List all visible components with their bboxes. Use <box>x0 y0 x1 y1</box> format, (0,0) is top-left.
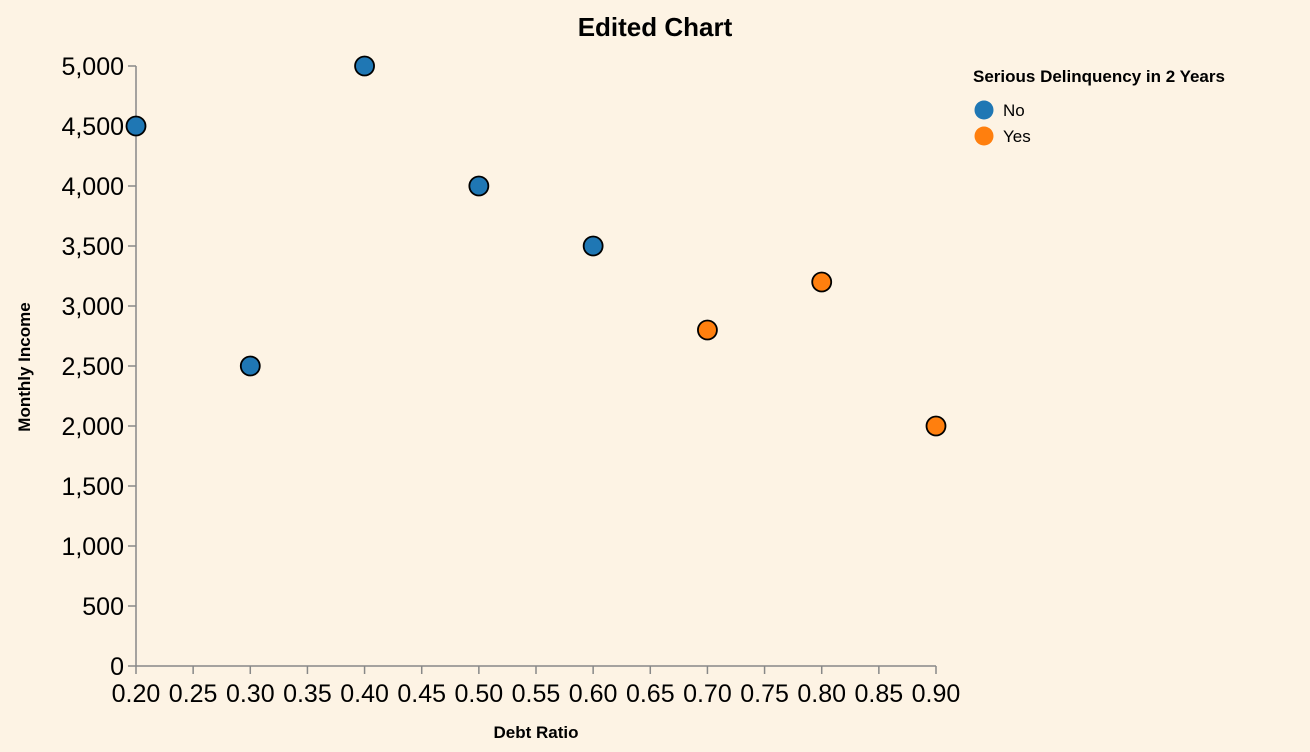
y-tick-label: 4,000 <box>61 173 124 201</box>
x-tick-label: 0.85 <box>855 680 904 708</box>
y-tick-label: 0 <box>110 653 124 681</box>
x-tick-label: 0.60 <box>569 680 618 708</box>
data-point-no-4 <box>582 235 604 257</box>
x-tick-label: 0.70 <box>683 680 732 708</box>
y-tick-label: 2,000 <box>61 413 124 441</box>
legend-symbol-yes <box>974 126 994 146</box>
y-tick-label: 3,000 <box>61 293 124 321</box>
y-axis-title: Monthly Income <box>15 302 34 431</box>
y-tick-label: 1,500 <box>61 473 124 501</box>
x-tick-label: 0.40 <box>340 680 389 708</box>
x-axis-title: Debt Ratio <box>494 723 579 742</box>
x-tick-label: 0.30 <box>226 680 275 708</box>
legend-title: Serious Delinquency in 2 Years <box>973 67 1225 86</box>
x-tick-label: 0.25 <box>169 680 218 708</box>
points-layer <box>125 55 947 437</box>
data-point-no-1 <box>239 355 261 377</box>
x-tick-label: 0.35 <box>283 680 332 708</box>
data-point-yes-0 <box>697 319 718 341</box>
x-tick-label: 0.90 <box>912 680 961 708</box>
x-tick-label: 0.20 <box>112 680 161 708</box>
x-tick-label: 0.45 <box>397 680 446 708</box>
legend: Serious Delinquency in 2 Years No Yes <box>973 67 1225 146</box>
data-point-yes-1 <box>811 271 833 293</box>
x-axis: 0.20 0.25 0.30 0.35 0.40 0.45 0.50 0.55 0.60 0.65… <box>112 665 961 708</box>
y-tick-label: 4,500 <box>61 113 124 141</box>
x-tick-label: 0.80 <box>797 680 846 708</box>
y-tick-label: 5,000 <box>61 53 124 81</box>
chart-title: Edited Chart <box>578 12 733 42</box>
x-tick-label: 0.75 <box>740 680 789 708</box>
x-tick-label: 0.50 <box>455 680 504 708</box>
legend-label-yes: Yes <box>1003 127 1031 146</box>
data-point-yes-2 <box>925 415 947 437</box>
data-point-no-3 <box>468 175 490 197</box>
y-tick-label: 3,500 <box>61 233 124 261</box>
y-tick-label: 500 <box>82 593 124 621</box>
data-point-no-0 <box>125 115 147 137</box>
x-tick-label: 0.65 <box>626 680 675 708</box>
legend-items: No Yes <box>974 100 1031 146</box>
y-tick-label: 1,000 <box>61 533 124 561</box>
legend-label-no: No <box>1003 101 1025 120</box>
data-point-no-2 <box>354 55 375 77</box>
x-tick-label: 0.55 <box>512 680 561 708</box>
y-tick-label: 2,500 <box>61 353 124 381</box>
y-axis: 0 500 1,000 1,500 2,000 2,500 3,000 3,500 4,000 4… <box>61 53 137 681</box>
legend-symbol-no <box>974 100 994 120</box>
